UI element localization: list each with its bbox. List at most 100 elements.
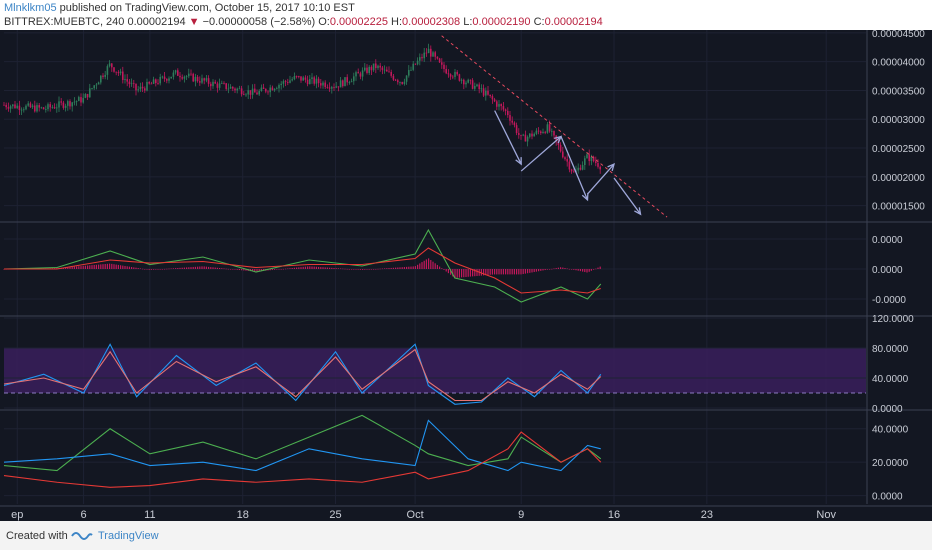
candle-body	[372, 63, 375, 71]
macd-histogram-bar	[575, 269, 577, 271]
candle-body	[566, 159, 568, 162]
candle-body	[434, 52, 436, 57]
candle-body	[97, 82, 100, 85]
macd-histogram-bar	[375, 268, 377, 270]
candle-body	[526, 136, 529, 142]
candle-body	[221, 82, 223, 84]
macd-histogram-bar	[113, 264, 115, 269]
macd-histogram-bar	[230, 269, 232, 270]
candle-body	[298, 76, 300, 77]
macd-histogram-bar	[161, 269, 163, 270]
macd-histogram-bar	[593, 269, 595, 270]
macd-histogram-bar	[516, 269, 518, 275]
candle-body	[170, 76, 172, 79]
macd-histogram-bar	[318, 266, 320, 269]
candle-body	[29, 103, 32, 108]
macd-histogram-bar	[463, 269, 465, 278]
x-tick-label-5: Oct	[407, 509, 424, 521]
candle-body	[553, 131, 555, 136]
macd-histogram-bar	[566, 268, 568, 270]
candle-body	[179, 75, 181, 78]
candle-body	[581, 165, 584, 170]
annotation-arrow-1	[520, 136, 562, 172]
macd-histogram-bar	[483, 269, 485, 276]
candle-body	[36, 105, 38, 112]
candle-body	[368, 66, 370, 73]
macd-histogram-bar	[219, 267, 221, 269]
macd-histogram-bar	[192, 266, 194, 269]
chart-canvas[interactable]: 0.00004500 0.00004000 0.00003500 0.00003000…	[0, 30, 932, 521]
candle-body	[291, 79, 293, 81]
candle-body	[23, 109, 25, 111]
macd-histogram-bar	[502, 269, 504, 275]
macd-histogram-bar	[342, 268, 344, 270]
candle-body	[344, 77, 346, 87]
candle-body	[364, 67, 366, 71]
candle-body	[324, 82, 326, 88]
candle-body	[115, 71, 117, 73]
candle-body	[394, 79, 397, 81]
macd-histogram-bar	[494, 269, 496, 275]
macd-histogram-bar	[542, 269, 544, 271]
macd-histogram-bar	[243, 269, 245, 271]
macd-histogram-bar	[76, 266, 78, 269]
macd-histogram-bar	[179, 267, 181, 269]
candle-body	[399, 82, 401, 83]
x-tick-label-6: 9	[518, 509, 524, 521]
symbol-line: BITTREX:MUEBTC, 240 0.00002194 ▼ −0.0000…	[4, 16, 603, 28]
macd-histogram-bar	[320, 267, 322, 269]
candle-body	[276, 88, 278, 90]
tradingview-logo-icon[interactable]	[70, 528, 94, 542]
candle-body	[80, 97, 82, 103]
macd-histogram-bar	[87, 265, 89, 269]
macd-histogram-bar	[421, 262, 423, 269]
macd-histogram-bar	[168, 268, 170, 270]
candle-body	[493, 99, 496, 102]
candle-body	[159, 76, 161, 84]
candle-body	[489, 94, 491, 97]
macd-histogram-bar	[373, 269, 375, 270]
y-tick-label-stoch_rsi-1: 80.0000	[872, 344, 909, 355]
macd-histogram-bar	[447, 269, 449, 274]
candle-body	[9, 106, 12, 109]
macd-histogram-bar	[333, 267, 335, 269]
candle-body	[355, 72, 357, 77]
author-link[interactable]: Mlnklkm05	[4, 2, 57, 14]
candle-body	[188, 73, 190, 77]
candle-body	[361, 70, 364, 77]
candle-body	[60, 101, 62, 103]
candle-body	[311, 77, 313, 80]
macd-histogram-bar	[89, 265, 91, 269]
candle-body	[524, 134, 527, 142]
candle-body	[452, 76, 454, 78]
candle-body	[317, 78, 320, 84]
x-tick-label-7: 16	[608, 509, 620, 521]
candle-body	[126, 79, 128, 82]
candle-body	[102, 75, 104, 77]
tradingview-brand[interactable]: TradingView	[98, 530, 159, 542]
candle-body	[254, 88, 256, 93]
candle-body	[93, 85, 95, 89]
candle-body	[146, 81, 148, 91]
chart-area[interactable]: 0.00004500 0.00004000 0.00003500 0.00003000…	[0, 30, 932, 521]
macd-histogram-bar	[201, 266, 203, 269]
macd-histogram-bar	[148, 269, 150, 270]
candle-body	[108, 63, 111, 67]
macd-histogram-bar	[520, 269, 522, 275]
annotation-arrow-4	[613, 177, 642, 215]
macd-histogram-bar	[271, 269, 273, 271]
candle-body	[45, 109, 47, 110]
candle-body	[302, 77, 304, 81]
candle-body	[212, 81, 214, 87]
candle-body	[507, 110, 509, 116]
candle-body	[27, 103, 29, 106]
macd-histogram-bar	[278, 269, 280, 270]
annotation-arrowhead-2	[581, 192, 589, 202]
candle-body	[557, 141, 560, 145]
macd-histogram-bar	[377, 268, 379, 270]
candle-body	[467, 79, 469, 83]
candle-body	[150, 83, 153, 85]
candle-body	[262, 87, 265, 89]
macd-histogram-bar	[100, 264, 102, 269]
candle-body	[421, 57, 423, 59]
